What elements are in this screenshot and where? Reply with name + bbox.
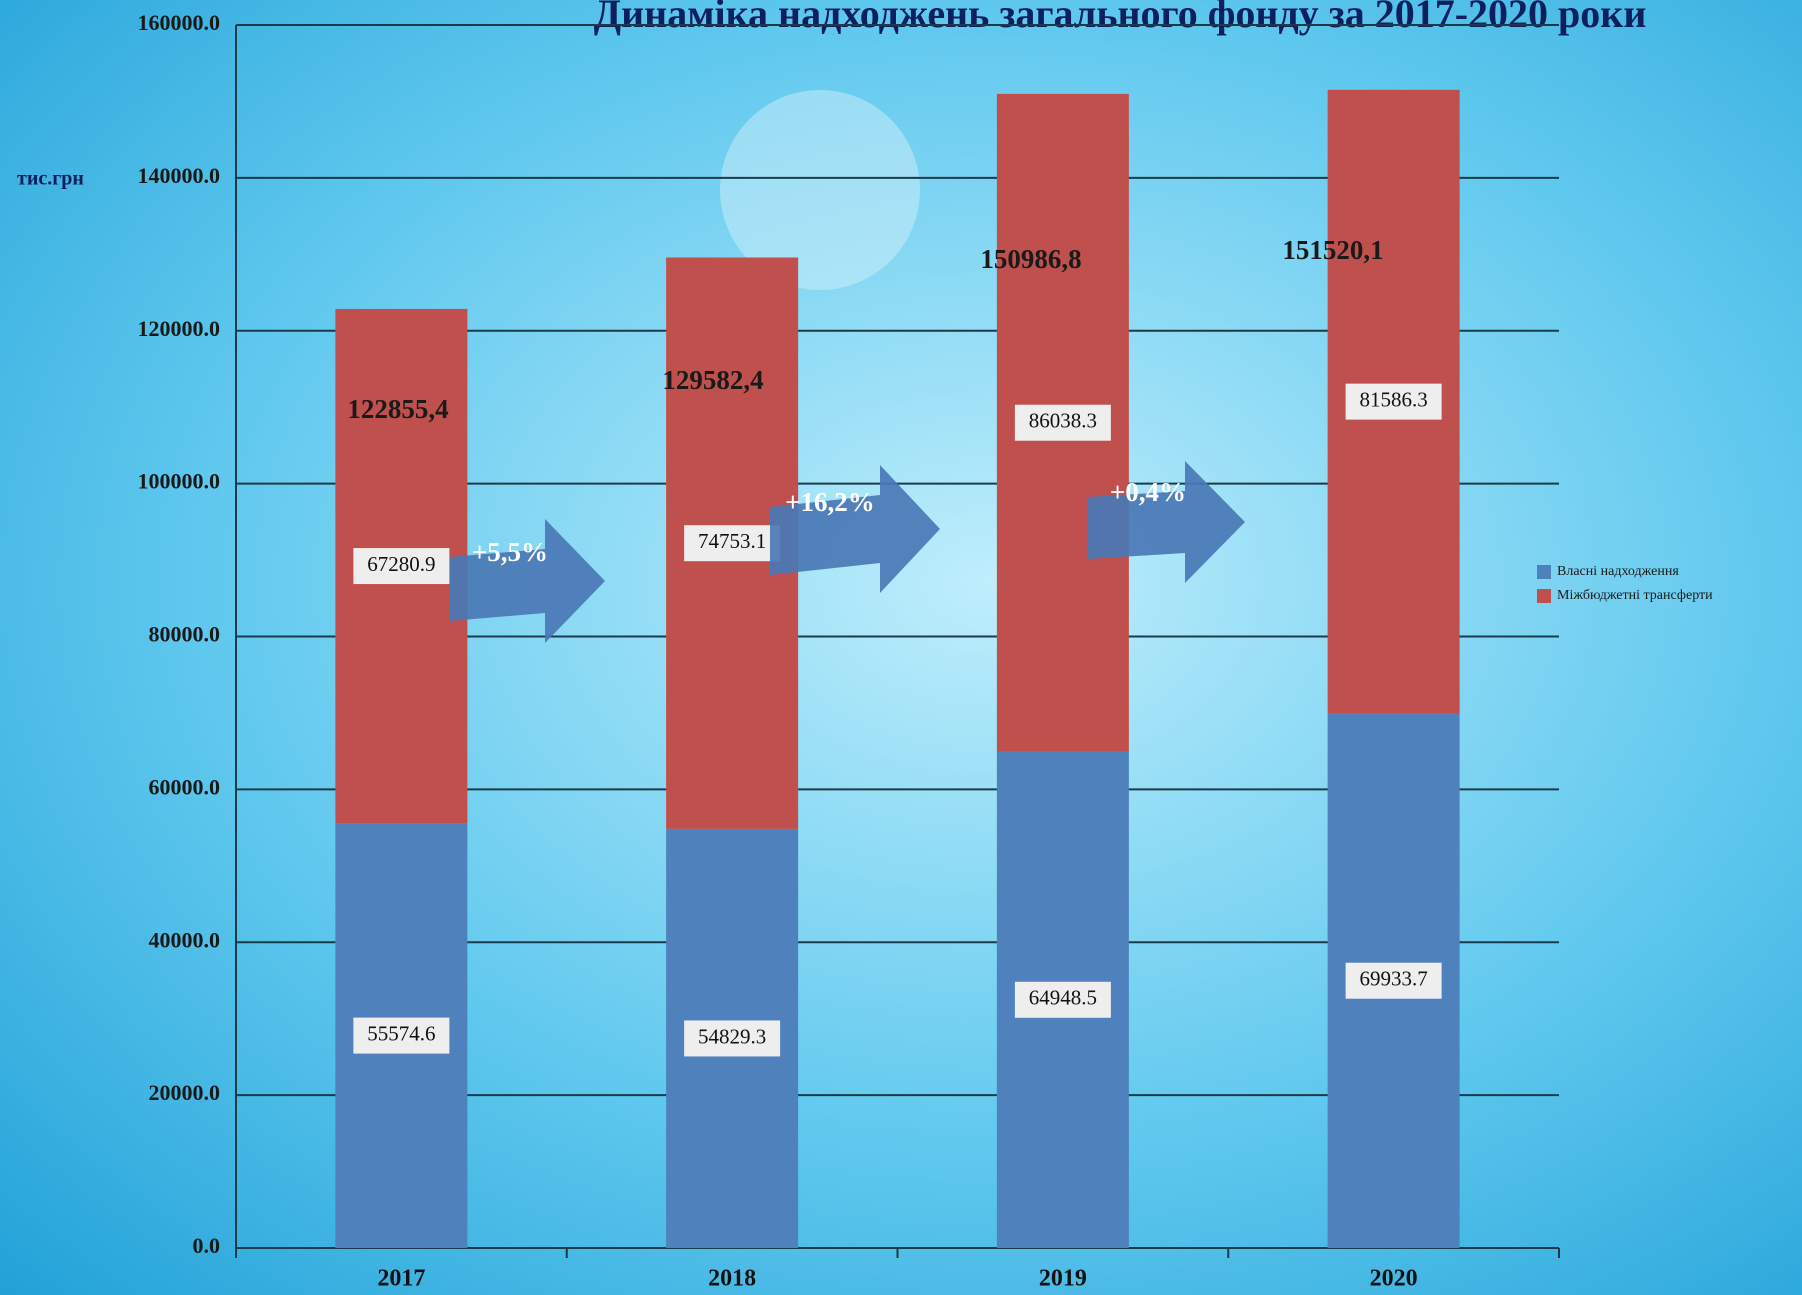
y-tick-label: 40000.0 (149, 927, 221, 952)
legend-label: Власні надходження (1557, 564, 1679, 579)
y-tick-label: 60000.0 (149, 774, 221, 799)
growth-arrow (450, 519, 605, 643)
legend-swatch (1537, 565, 1551, 579)
value-label-box (684, 1020, 781, 1057)
y-axis-label: тис.грн (17, 168, 84, 190)
x-tick-label: 2020 (1370, 1266, 1418, 1292)
value-label: 81586.3 (1360, 387, 1428, 411)
x-tick-label: 2017 (377, 1266, 425, 1292)
value-label-box (1014, 981, 1111, 1018)
value-label: 64948.5 (1029, 986, 1097, 1010)
value-label: 55574.6 (367, 1021, 435, 1045)
legend-label: Міжбюджетні трансферти (1557, 588, 1713, 603)
y-tick-label: 140000.0 (138, 163, 221, 188)
total-label: 151520,1 (1282, 235, 1383, 265)
growth-label: +16,2% (785, 487, 875, 517)
x-tick-label: 2019 (1039, 1266, 1087, 1292)
x-tick-label: 2018 (708, 1266, 756, 1292)
y-tick-label: 160000.0 (138, 10, 221, 35)
value-label: 54829.3 (698, 1024, 766, 1048)
value-label-box (1345, 962, 1442, 999)
value-label: 69933.7 (1360, 967, 1428, 991)
y-tick-label: 20000.0 (149, 1080, 221, 1105)
chart-title: Динаміка надходжень загального фонду за … (594, 0, 1647, 36)
growth-label: +0,4% (1110, 477, 1186, 507)
y-tick-label: 120000.0 (138, 316, 221, 341)
y-tick-label: 0.0 (193, 1233, 221, 1258)
value-label-box (353, 1017, 450, 1054)
total-label: 150986,8 (980, 244, 1081, 274)
y-tick-label: 80000.0 (149, 622, 221, 647)
value-label-box (1345, 383, 1442, 420)
moon-decoration (720, 90, 920, 290)
total-label: 122855,4 (347, 394, 448, 424)
value-label-box (684, 525, 781, 562)
value-label: 67280.9 (367, 552, 435, 576)
value-label: 74753.1 (698, 529, 766, 553)
total-label: 129582,4 (662, 365, 763, 395)
growth-label: +5,5% (472, 537, 548, 567)
legend-swatch (1537, 589, 1551, 603)
y-tick-label: 100000.0 (138, 469, 221, 494)
growth-arrow (1088, 461, 1245, 583)
value-label-box (353, 548, 450, 585)
value-label-box (1014, 404, 1111, 441)
growth-arrow (770, 465, 940, 593)
value-label: 86038.3 (1029, 409, 1097, 433)
